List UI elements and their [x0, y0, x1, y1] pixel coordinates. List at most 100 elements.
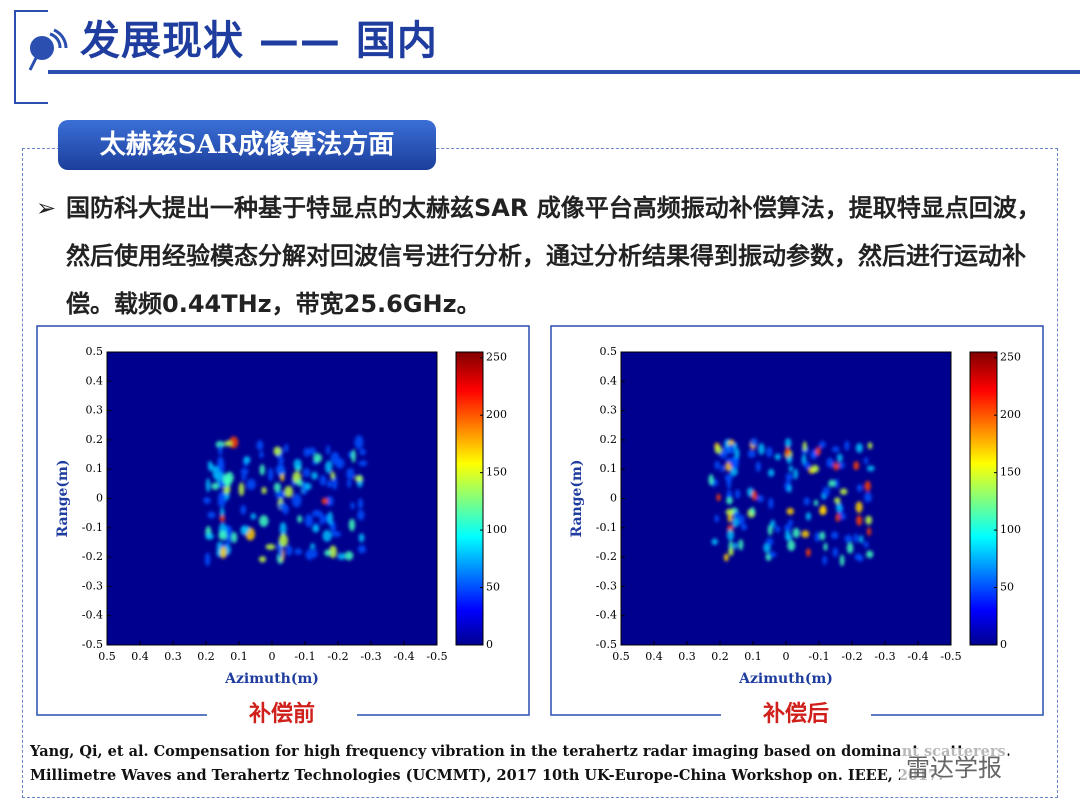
- speckle: [857, 555, 864, 562]
- x-tick-label: 0.3: [678, 650, 696, 663]
- y-tick-label: 0.1: [600, 462, 618, 475]
- x-tick-label: -0.1: [808, 650, 829, 663]
- speckle: [327, 511, 333, 525]
- speckle: [324, 460, 333, 474]
- speckle: [785, 473, 793, 482]
- watermark: 雷达学报: [900, 748, 1008, 783]
- speckle: [735, 489, 741, 499]
- speckle: [275, 464, 286, 476]
- speckle: [291, 493, 302, 508]
- speckle: [786, 454, 793, 464]
- speckle: [839, 554, 845, 567]
- speckle: [326, 445, 331, 455]
- speckle: [855, 501, 863, 513]
- speckle: [826, 457, 834, 468]
- y-tick-label: -0.1: [82, 521, 103, 534]
- speckle: [733, 542, 738, 550]
- x-tick-label: 0.2: [197, 650, 215, 663]
- speckle: [792, 527, 800, 538]
- colorbar-tick-label: 150: [1000, 466, 1021, 479]
- speckle: [813, 499, 819, 507]
- speckle: [788, 519, 793, 526]
- speckle: [303, 447, 311, 458]
- speckle: [853, 461, 860, 471]
- speckle: [834, 497, 841, 504]
- speckle: [866, 527, 872, 536]
- speckle: [259, 464, 265, 476]
- speckle: [714, 460, 720, 470]
- x-tick-label: -0.5: [426, 650, 447, 663]
- y-tick-label: -0.3: [82, 579, 103, 592]
- logo-icon: [28, 28, 68, 71]
- speckle: [840, 512, 846, 521]
- colorbar-tick-label: 100: [1000, 523, 1021, 536]
- speckle: [278, 548, 283, 559]
- speckle: [312, 524, 320, 533]
- speckle: [747, 449, 756, 458]
- speckle: [346, 478, 352, 488]
- speckle: [294, 548, 303, 555]
- speckle: [207, 463, 215, 472]
- y-tick-label: 0.4: [600, 374, 618, 387]
- speckle: [330, 471, 336, 480]
- colorbar-tick-label: 250: [1000, 351, 1021, 364]
- panel-caption: 补偿后: [762, 701, 829, 727]
- caption-gap: [721, 706, 871, 720]
- speckle: [805, 548, 811, 557]
- x-axis-label: Azimuth(m): [738, 671, 833, 687]
- speckle: [831, 446, 840, 453]
- speckle: [722, 446, 729, 456]
- speckle: [828, 479, 836, 488]
- speckle: [265, 543, 276, 550]
- speckle: [293, 458, 302, 470]
- x-tick-label: 0.2: [711, 650, 729, 663]
- speckle: [225, 471, 234, 484]
- speckle: [765, 537, 774, 546]
- speckle: [259, 515, 269, 527]
- x-tick-label: 0.4: [131, 650, 149, 663]
- speckle: [810, 464, 819, 473]
- speckle: [785, 446, 791, 458]
- x-tick-label: 0.3: [164, 650, 182, 663]
- speckle: [720, 464, 725, 473]
- speckle: [278, 533, 289, 547]
- speckle: [331, 476, 338, 490]
- speckle: [733, 442, 738, 450]
- speckle: [358, 533, 365, 543]
- speckle: [246, 478, 256, 490]
- speckle: [835, 513, 841, 522]
- speckle: [784, 530, 791, 541]
- speckle: [846, 542, 854, 554]
- speckle: [803, 461, 811, 470]
- speckle: [205, 533, 214, 540]
- speckle: [864, 480, 871, 492]
- speckle: [311, 471, 318, 480]
- speckle: [344, 551, 354, 561]
- speckle: [726, 478, 732, 490]
- speckle: [750, 438, 758, 447]
- speckle: [321, 497, 329, 505]
- speckle: [855, 442, 863, 454]
- speckle: [844, 534, 853, 543]
- x-tick-label: 0.1: [744, 650, 762, 663]
- speckle: [793, 468, 799, 480]
- speckle: [865, 515, 873, 525]
- speckle: [819, 440, 826, 449]
- y-tick-label: 0: [96, 492, 103, 505]
- speckle: [240, 525, 250, 533]
- speckle: [805, 512, 812, 521]
- speckle: [218, 444, 223, 456]
- speckle: [711, 538, 718, 546]
- speckle: [856, 484, 863, 492]
- speckle: [207, 511, 216, 519]
- speckle: [205, 478, 211, 493]
- colorbar-tick-label: 0: [486, 638, 493, 651]
- speckle: [758, 443, 765, 455]
- x-axis-label: Azimuth(m): [224, 671, 319, 687]
- speckle: [259, 450, 264, 459]
- speckle: [864, 492, 872, 503]
- x-tick-label: 0.1: [230, 650, 248, 663]
